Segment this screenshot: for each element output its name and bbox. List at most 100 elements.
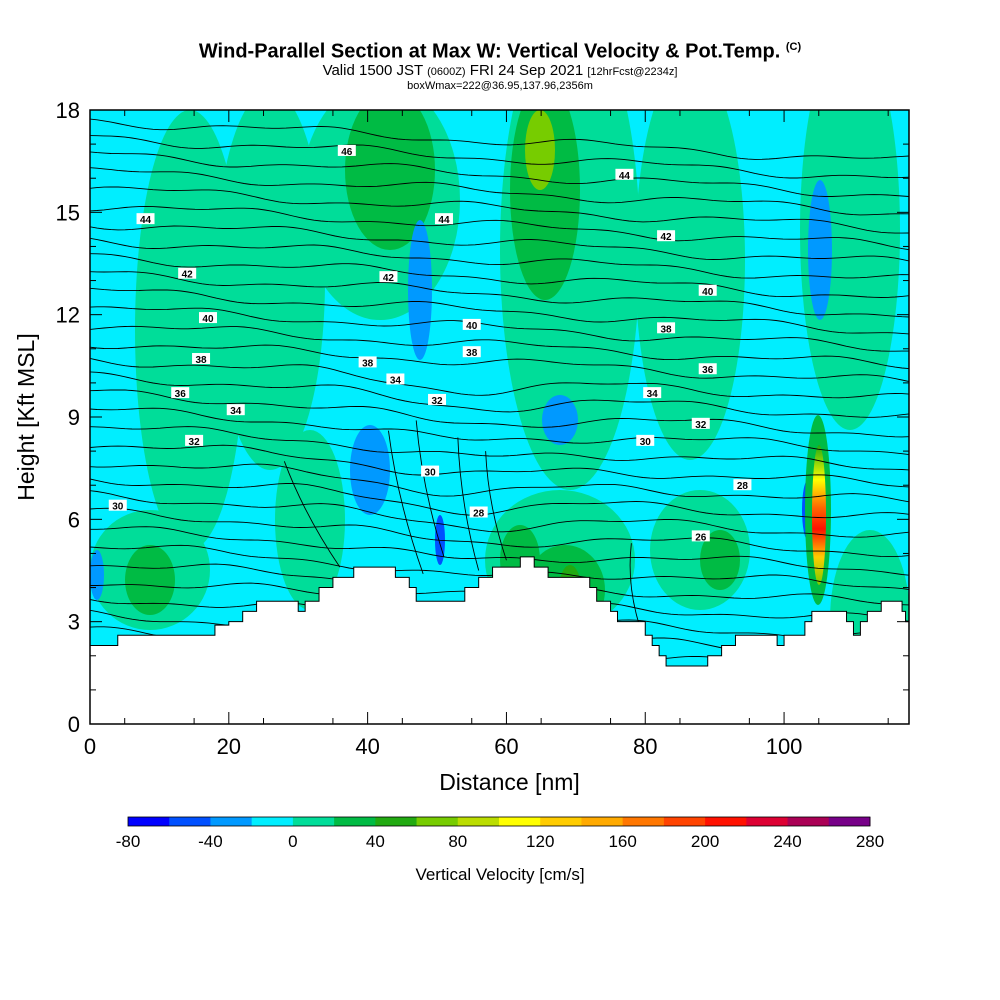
theta-contour-line bbox=[415, 420, 445, 557]
contour-label-text: 36 bbox=[702, 365, 714, 376]
contour-label-text: 38 bbox=[195, 355, 207, 366]
contour-label-bg bbox=[462, 346, 481, 358]
title-block: Wind-Parallel Section at Max W: Vertical… bbox=[0, 36, 1000, 92]
contour-label-bg bbox=[615, 168, 634, 180]
theta-contour-line bbox=[90, 287, 909, 335]
contour-label: 38 bbox=[192, 353, 211, 366]
updraft-region bbox=[525, 110, 555, 190]
contour-labels: 46 44 44 44 42 42 42 40 40 40 38 38 38 38 36 36 34 34 34 32… bbox=[108, 144, 752, 543]
contour-label-text: 42 bbox=[182, 270, 194, 281]
downdraft-region bbox=[542, 395, 578, 445]
updraft-region bbox=[700, 530, 740, 590]
colorbar-tick-label: -80 bbox=[116, 832, 141, 851]
contour-label-text: 32 bbox=[189, 437, 201, 448]
contour-label-text: 30 bbox=[425, 468, 437, 479]
contour-label: 32 bbox=[691, 417, 710, 431]
box-info: boxWmax=222@36.95,137.96,2356m bbox=[407, 79, 593, 92]
contour-label: 38 bbox=[657, 322, 676, 335]
contour-label-text: 34 bbox=[647, 389, 659, 400]
contour-label-text: 32 bbox=[695, 420, 707, 431]
theta-contour-line bbox=[90, 186, 909, 234]
contour-label: 40 bbox=[698, 284, 717, 298]
contour-label: 46 bbox=[337, 144, 356, 158]
contour-label-bg bbox=[657, 322, 676, 334]
colorbar-swatch bbox=[375, 817, 418, 826]
contour-label-text: 40 bbox=[202, 314, 214, 325]
contour-label-bg bbox=[178, 267, 197, 279]
contour-label: 30 bbox=[108, 499, 127, 513]
colorbar-swatch bbox=[457, 817, 500, 826]
contour-label-text: 40 bbox=[466, 321, 478, 332]
contour-label-text: 44 bbox=[619, 171, 631, 182]
colorbar-swatch bbox=[705, 817, 747, 826]
theta-contour-line bbox=[90, 237, 909, 279]
theta-contour-line bbox=[90, 325, 909, 370]
theta-contour-line bbox=[90, 253, 909, 298]
contour-label: 36 bbox=[698, 363, 717, 376]
x-tick-label: 0 bbox=[84, 734, 96, 759]
plot-area: 46 44 44 44 42 42 42 40 40 40 38 38 38 38 36 36 34 34 34 32… bbox=[90, 110, 909, 724]
theta-contour-line bbox=[90, 426, 909, 471]
contour-label: 44 bbox=[615, 168, 634, 182]
theta-contour-line bbox=[485, 451, 507, 561]
theta-contour-line bbox=[90, 306, 909, 352]
y-tick-label: 12 bbox=[56, 303, 80, 328]
x-tick-label: 80 bbox=[633, 734, 657, 759]
downdraft-region bbox=[408, 220, 432, 360]
y-axis-label: Height [Kft MSL] bbox=[13, 333, 39, 500]
colorbar-swatch bbox=[787, 817, 830, 826]
colorbar-swatch bbox=[169, 817, 211, 826]
theta-contour-line bbox=[90, 344, 909, 382]
contour-label-text: 28 bbox=[737, 481, 749, 492]
contour-label: 42 bbox=[379, 271, 398, 284]
contour-label-bg bbox=[192, 353, 211, 365]
theta-contour-line bbox=[90, 407, 909, 456]
contour-label-bg bbox=[171, 387, 190, 399]
theta-contour-line bbox=[629, 543, 639, 622]
contour-label-bg bbox=[337, 144, 356, 156]
theta-contour-line bbox=[90, 463, 909, 503]
contour-label: 38 bbox=[358, 356, 377, 369]
updraft-region bbox=[345, 110, 435, 250]
colorbar-swatch bbox=[128, 817, 170, 826]
contour-label: 40 bbox=[462, 318, 481, 332]
contour-label-bg bbox=[226, 404, 245, 416]
contour-label: 34 bbox=[386, 373, 405, 386]
theta-contour-line bbox=[90, 526, 909, 576]
contour-label: 28 bbox=[733, 479, 752, 492]
colorbar-tick-label: 280 bbox=[856, 832, 884, 851]
colorbar-swatch bbox=[499, 817, 541, 826]
y-tick-label: 3 bbox=[68, 610, 80, 635]
y-tick-label: 18 bbox=[56, 98, 80, 123]
theta-contour-line bbox=[90, 225, 909, 262]
theta-contour-line bbox=[457, 437, 480, 571]
colorbar-swatch bbox=[292, 817, 335, 826]
downdraft-region bbox=[808, 180, 832, 320]
colorbar-swatch bbox=[828, 817, 871, 826]
contour-label-bg bbox=[379, 271, 398, 283]
colorbar-tick-label: 80 bbox=[448, 832, 467, 851]
contour-label-bg bbox=[462, 318, 481, 330]
contour-label-bg bbox=[386, 373, 405, 385]
theta-contour-line bbox=[388, 430, 424, 575]
theta-contour-line bbox=[90, 206, 909, 251]
contour-label-text: 44 bbox=[438, 215, 450, 226]
title-tag: (C) bbox=[785, 41, 802, 53]
contour-label: 36 bbox=[171, 387, 190, 400]
colorbar-swatch bbox=[210, 817, 253, 826]
contour-label-bg bbox=[108, 499, 127, 511]
colorbar-swatch bbox=[663, 817, 706, 826]
contour-label-bg bbox=[428, 393, 447, 405]
contour-label-bg bbox=[698, 284, 717, 296]
x-tick-label: 100 bbox=[766, 734, 803, 759]
theta-contour-line bbox=[90, 371, 909, 418]
updraft-core bbox=[812, 445, 826, 585]
colorbar-label: Vertical Velocity [cm/s] bbox=[415, 865, 584, 884]
contour-label-bg bbox=[136, 213, 155, 225]
colorbar-tick-label: 160 bbox=[608, 832, 636, 851]
x-axis-label: Distance [nm] bbox=[439, 769, 580, 795]
colorbar-tick-label: 0 bbox=[288, 832, 297, 851]
y-tick-label: 9 bbox=[68, 405, 80, 430]
